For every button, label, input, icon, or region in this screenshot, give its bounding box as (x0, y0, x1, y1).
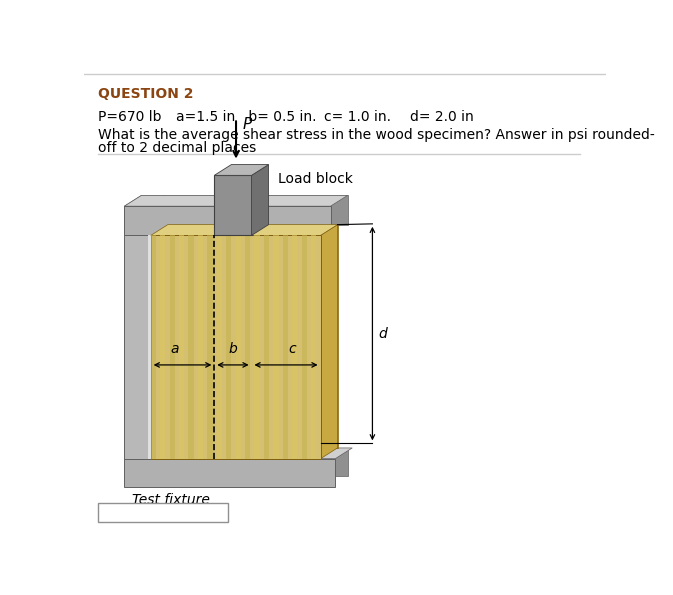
Polygon shape (320, 225, 338, 459)
Text: Load block: Load block (278, 173, 353, 186)
Text: a: a (170, 342, 179, 356)
Bar (245, 236, 250, 459)
Polygon shape (125, 195, 165, 206)
Bar (254, 236, 260, 459)
Text: What is the average shear stress in the wood specimen? Answer in psi rounded-: What is the average shear stress in the … (98, 127, 655, 142)
Polygon shape (141, 195, 165, 448)
Text: P=670 lb: P=670 lb (98, 110, 162, 124)
Text: off to 2 decimal places: off to 2 decimal places (98, 142, 256, 155)
Bar (292, 236, 297, 459)
Polygon shape (168, 225, 338, 448)
Bar (179, 236, 184, 459)
Bar (160, 236, 166, 459)
Polygon shape (151, 236, 320, 459)
Polygon shape (141, 195, 348, 225)
Bar (273, 236, 279, 459)
Polygon shape (125, 206, 330, 236)
Bar (226, 236, 232, 459)
Bar (302, 236, 307, 459)
Polygon shape (147, 236, 151, 459)
Bar (198, 236, 203, 459)
Polygon shape (214, 165, 269, 176)
Bar (170, 236, 175, 459)
Polygon shape (141, 448, 348, 477)
Polygon shape (125, 206, 147, 459)
Polygon shape (252, 165, 269, 236)
Text: b: b (229, 342, 238, 356)
Bar (207, 236, 213, 459)
Bar (188, 236, 194, 459)
Bar (236, 236, 241, 459)
Polygon shape (214, 176, 252, 236)
Polygon shape (125, 195, 348, 206)
Text: d= 2.0 in: d= 2.0 in (410, 110, 473, 124)
Polygon shape (125, 459, 335, 487)
Text: a=1.5 in   b= 0.5 in.: a=1.5 in b= 0.5 in. (176, 110, 316, 124)
Bar (98, 503, 228, 522)
Bar (264, 236, 269, 459)
Polygon shape (125, 448, 352, 459)
Text: c= 1.0 in.: c= 1.0 in. (324, 110, 392, 124)
Text: QUESTION 2: QUESTION 2 (98, 87, 194, 101)
Text: P: P (242, 117, 252, 132)
Bar (151, 236, 156, 459)
Bar (217, 236, 222, 459)
Text: d: d (379, 327, 388, 340)
Text: c: c (289, 342, 296, 356)
Text: Test fixture: Test fixture (132, 493, 210, 508)
Polygon shape (151, 225, 338, 236)
Bar (283, 236, 288, 459)
Bar (311, 236, 316, 459)
